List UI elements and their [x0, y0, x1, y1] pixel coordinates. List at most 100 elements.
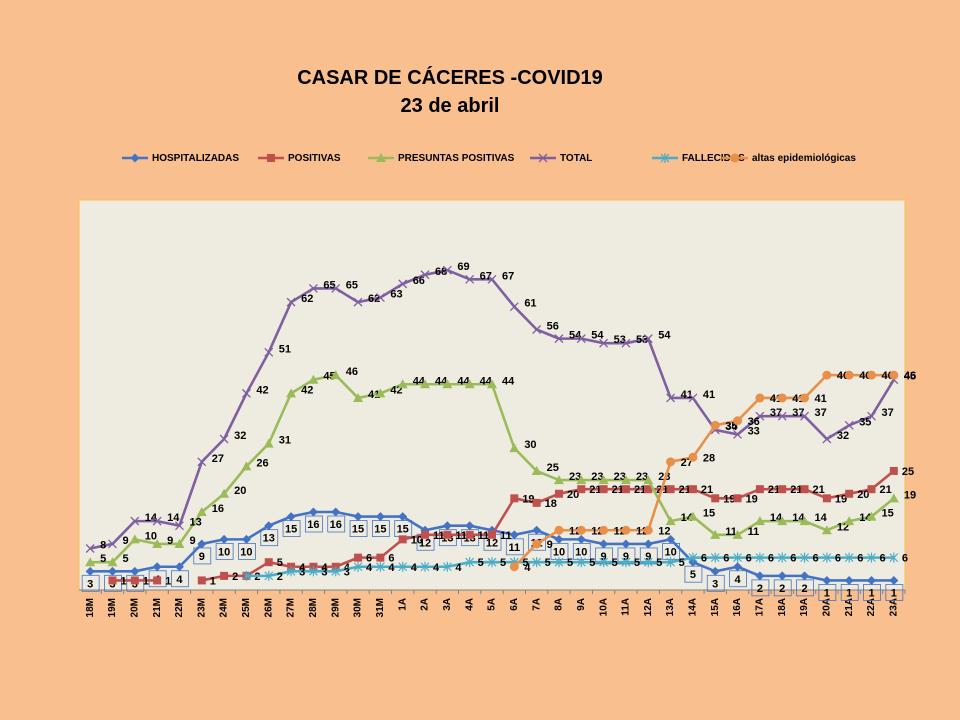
data-label-box: [260, 529, 279, 547]
data-point: [509, 302, 519, 312]
data-label: 3: [344, 566, 350, 578]
legend-label: TOTAL: [560, 152, 593, 164]
data-label: 41: [815, 393, 827, 405]
data-point: [174, 521, 184, 531]
data-point: [532, 525, 542, 535]
data-label: 21: [679, 484, 691, 496]
data-label: 25: [547, 462, 559, 474]
data-label: 10: [553, 546, 565, 558]
x-tick-label: 25M: [241, 598, 252, 617]
data-point: [799, 516, 810, 526]
data-label: 69: [457, 261, 469, 273]
data-label: 6: [366, 553, 372, 565]
data-label: 12: [486, 537, 498, 549]
data-label: 23: [614, 471, 626, 483]
legend-label: POSITIVAS: [288, 152, 341, 164]
data-point: [867, 485, 876, 494]
x-tick-label: 22M: [174, 598, 185, 617]
data-label: 5: [656, 557, 662, 569]
data-point: [643, 525, 653, 535]
data-point: [733, 552, 742, 563]
data-point: [710, 529, 721, 539]
data-label: 5: [679, 557, 685, 569]
data-point: [755, 571, 765, 581]
x-tick-label: 11A: [621, 598, 632, 616]
data-point: [443, 530, 452, 539]
data-label: 4: [433, 562, 440, 574]
data-label: 68: [435, 266, 447, 278]
x-tick-label: 21M: [152, 598, 163, 617]
data-point: [754, 516, 765, 526]
data-label: 10: [411, 534, 423, 546]
data-point: [889, 370, 899, 380]
data-point: [465, 530, 474, 539]
data-label-box: [773, 579, 792, 597]
data-label: 23: [591, 471, 603, 483]
data-label: 31: [279, 435, 291, 447]
data-label: 28: [703, 452, 715, 464]
data-label: 21: [634, 484, 646, 496]
data-label: 45: [904, 371, 916, 383]
data-point: [800, 552, 809, 563]
data-label: 10: [664, 546, 676, 558]
data-label: 21: [768, 484, 780, 496]
data-point: [666, 557, 676, 568]
data-label: 2: [232, 571, 238, 583]
data-label: 6: [835, 553, 841, 565]
data-point: [353, 561, 363, 572]
x-tick-label: 23M: [196, 598, 207, 617]
data-label: 27: [212, 453, 224, 465]
data-point: [397, 379, 408, 389]
data-label: 2: [779, 583, 785, 595]
data-point: [129, 534, 140, 544]
data-label: 10: [240, 546, 252, 558]
x-tick-label: 29M: [330, 598, 341, 617]
data-label: 9: [189, 535, 195, 547]
data-label: 5: [522, 557, 528, 569]
data-point: [465, 521, 475, 531]
data-point: [487, 379, 497, 389]
data-label-box: [193, 547, 212, 565]
data-point: [666, 457, 676, 467]
legend-item: FALLECIDAS: [652, 152, 745, 164]
data-label-box: [863, 584, 881, 601]
data-label: 5: [634, 557, 640, 569]
data-label-box: [282, 520, 301, 537]
data-point: [621, 525, 631, 535]
data-label-box: [305, 515, 323, 533]
data-label: 4: [299, 562, 306, 574]
data-label: 4: [411, 562, 418, 574]
legend-swatch: [258, 154, 284, 162]
data-point: [331, 283, 341, 293]
data-point: [554, 557, 564, 568]
data-label: 4: [388, 562, 395, 574]
data-label: 54: [569, 330, 582, 342]
data-point: [867, 411, 876, 421]
data-point: [488, 530, 496, 539]
x-tick-label: 8A: [554, 598, 565, 611]
data-label-box: [327, 515, 346, 533]
data-label: 15: [397, 524, 409, 536]
data-point: [688, 452, 698, 462]
data-point: [152, 538, 163, 548]
data-point: [375, 388, 386, 398]
data-point: [219, 488, 230, 498]
x-tick-label: 1A: [397, 598, 408, 611]
data-point: [822, 494, 831, 503]
data-label: 20: [234, 485, 246, 497]
data-label: 10: [218, 546, 230, 558]
data-label: 9: [547, 539, 553, 551]
data-label-box: [461, 529, 480, 547]
data-point: [800, 571, 810, 581]
legend-marker: [730, 153, 740, 163]
data-point: [576, 334, 586, 344]
data-label: 1: [824, 587, 830, 599]
data-point: [286, 512, 296, 522]
data-point: [889, 575, 899, 585]
data-point: [554, 525, 564, 535]
data-label: 14: [145, 512, 158, 524]
data-point: [688, 393, 698, 403]
data-label-box: [528, 533, 547, 551]
data-point: [510, 494, 519, 503]
